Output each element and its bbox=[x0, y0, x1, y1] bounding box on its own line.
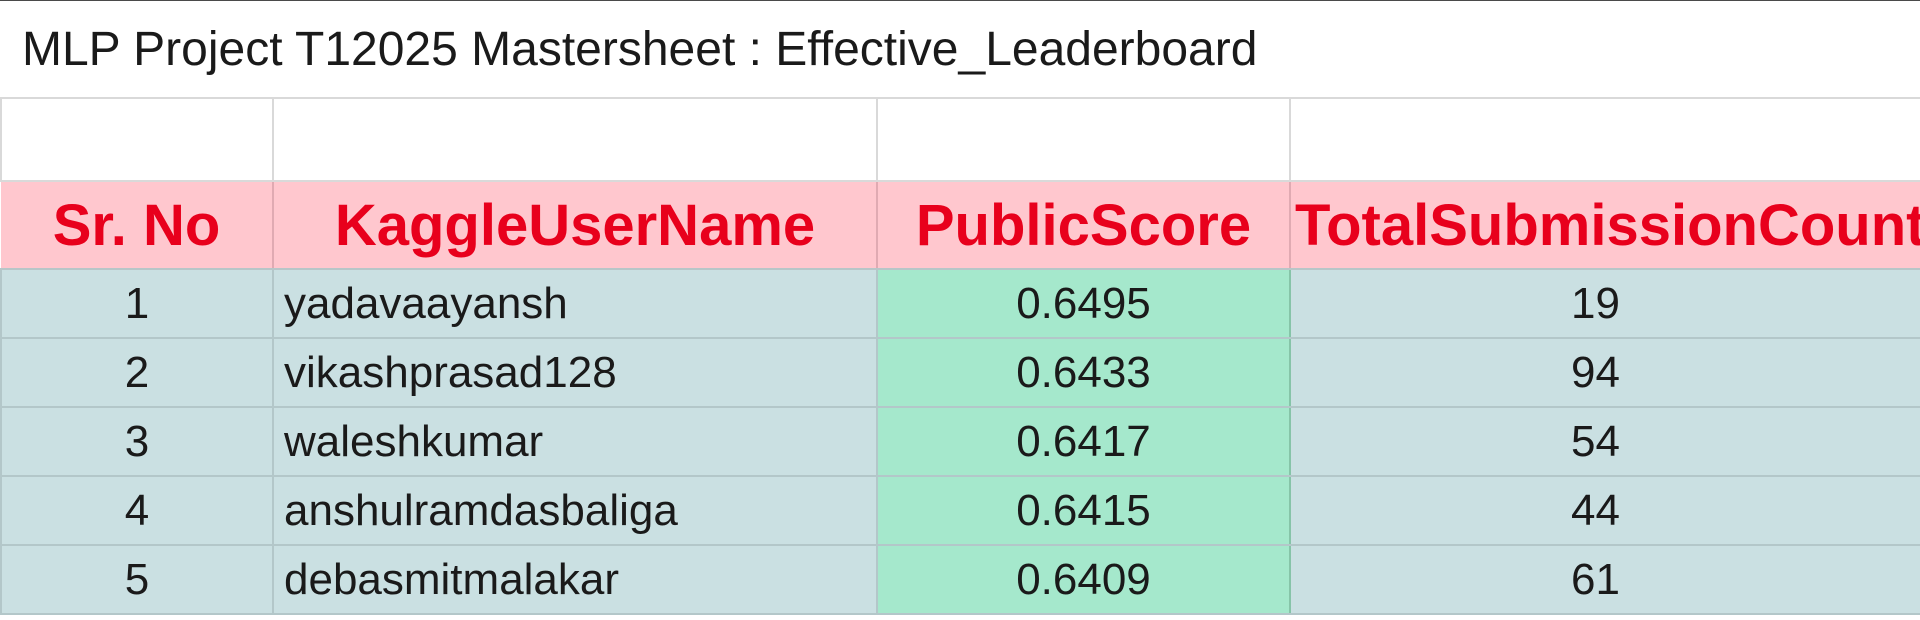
column-header-kaggle-username[interactable]: KaggleUserName bbox=[273, 181, 878, 270]
public-score-cell[interactable]: 0.6417 bbox=[877, 407, 1291, 477]
username-cell[interactable]: yadavaayansh bbox=[273, 269, 878, 339]
public-score-cell[interactable]: 0.6415 bbox=[877, 476, 1291, 546]
empty-cell[interactable] bbox=[0, 99, 274, 182]
spreadsheet-grid[interactable]: Sr. No KaggleUserName PublicScore TotalS… bbox=[0, 99, 1920, 620]
sr-no-cell[interactable]: 4 bbox=[0, 476, 274, 546]
empty-cell[interactable] bbox=[876, 99, 1291, 182]
sr-no-cell[interactable]: 2 bbox=[0, 338, 274, 408]
table-row: 5 debasmitmalakar 0.6409 61 bbox=[0, 545, 1920, 615]
table-row: 3 waleshkumar 0.6417 54 bbox=[0, 407, 1920, 477]
submission-count-cell[interactable]: 44 bbox=[1290, 476, 1920, 546]
submission-count-cell[interactable]: 19 bbox=[1290, 269, 1920, 339]
username-cell[interactable]: debasmitmalakar bbox=[273, 545, 878, 615]
table-row: 1 yadavaayansh 0.6495 19 bbox=[0, 269, 1920, 339]
column-header-sr-no[interactable]: Sr. No bbox=[1, 181, 274, 270]
column-header-public-score[interactable]: PublicScore bbox=[877, 181, 1291, 270]
table-row: 2 vikashprasad128 0.6433 94 bbox=[0, 338, 1920, 408]
sr-no-cell[interactable]: 5 bbox=[0, 545, 274, 615]
submission-count-cell[interactable]: 54 bbox=[1290, 407, 1920, 477]
sr-no-cell[interactable]: 3 bbox=[0, 407, 274, 477]
table-row: 4 anshulramdasbaliga 0.6415 44 bbox=[0, 476, 1920, 546]
sheet-title: MLP Project T12025 Mastersheet : Effecti… bbox=[22, 23, 1258, 76]
username-cell[interactable]: waleshkumar bbox=[273, 407, 878, 477]
username-cell[interactable]: anshulramdasbaliga bbox=[273, 476, 878, 546]
empty-row bbox=[0, 99, 1920, 182]
leaderboard-table: Sr. No KaggleUserName PublicScore TotalS… bbox=[0, 99, 1920, 615]
public-score-cell[interactable]: 0.6495 bbox=[877, 269, 1291, 339]
public-score-cell[interactable]: 0.6433 bbox=[877, 338, 1291, 408]
column-header-total-submission-count[interactable]: TotalSubmissionCount bbox=[1290, 181, 1920, 270]
public-score-cell[interactable]: 0.6409 bbox=[877, 545, 1291, 615]
title-bar: MLP Project T12025 Mastersheet : Effecti… bbox=[0, 1, 1920, 99]
empty-cell[interactable] bbox=[1289, 99, 1920, 182]
sr-no-cell[interactable]: 1 bbox=[0, 269, 274, 339]
submission-count-cell[interactable]: 94 bbox=[1290, 338, 1920, 408]
header-row: Sr. No KaggleUserName PublicScore TotalS… bbox=[1, 181, 1920, 270]
empty-cell[interactable] bbox=[272, 99, 878, 182]
submission-count-cell[interactable]: 61 bbox=[1290, 545, 1920, 615]
username-cell[interactable]: vikashprasad128 bbox=[273, 338, 878, 408]
